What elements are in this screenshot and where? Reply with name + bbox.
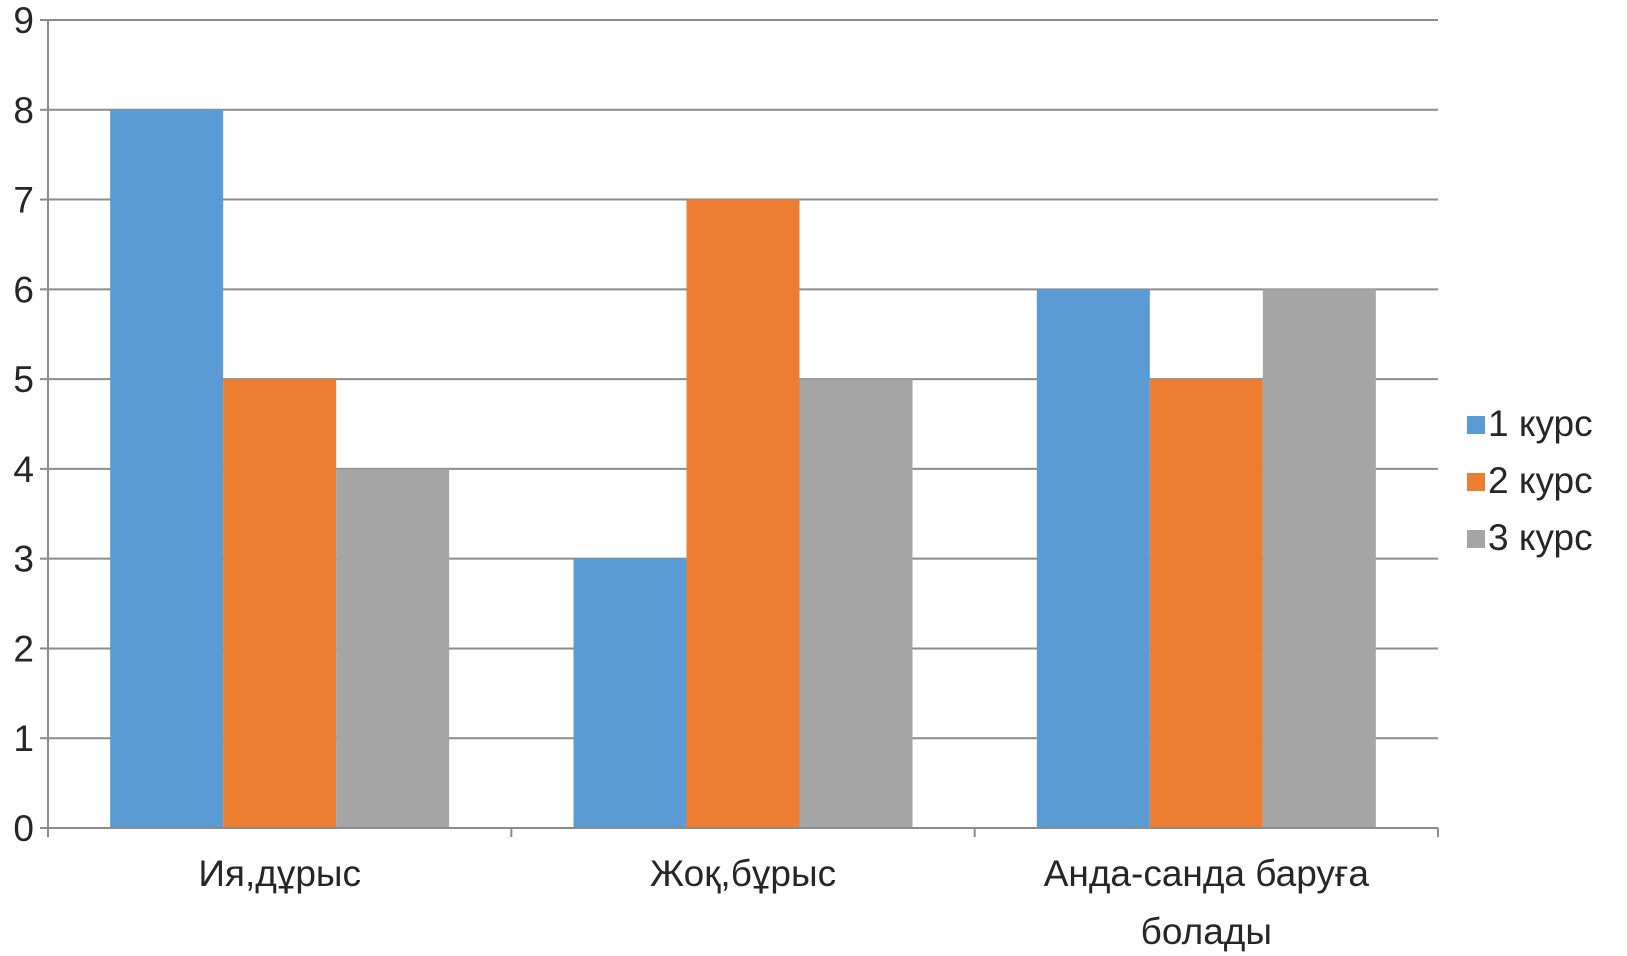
legend-swatch [1467,416,1485,434]
axes [40,19,1439,837]
legend: 1 курс 2 курс 3 курс [1467,403,1593,558]
bar-3-курс-2 [799,379,913,828]
bar-3-курс-3 [1262,289,1376,828]
y-tick-label: 0 [13,808,34,849]
x-category-label: Ия,дұрыс [198,853,361,894]
legend-swatch [1467,530,1485,548]
legend-label: 2 курс [1488,460,1593,501]
legend-swatch [1467,473,1485,491]
y-axis-ticks: 0 1 2 3 4 5 6 7 8 9 [13,0,34,849]
x-category-label: Анда-санда баруға [1044,853,1370,894]
y-tick-label: 8 [13,90,34,131]
bar-3-курс-1 [336,468,450,828]
bar-1-курс-3 [1036,289,1150,828]
x-axis-category-labels: Ия,дұрыс Жоқ,бұрыс Анда-санда баруға болады [198,853,1369,952]
legend-label: 1 курс [1488,403,1593,444]
bar-1-курс-2 [573,558,687,828]
bar-2-курс-2 [686,199,800,829]
bar-2-курс-3 [1149,379,1263,828]
y-tick-label: 2 [13,628,34,669]
y-tick-label: 3 [13,539,34,580]
y-tick-label: 9 [13,0,34,41]
legend-label: 3 курс [1488,517,1593,558]
y-tick-label: 5 [13,359,34,400]
y-tick-label: 6 [13,269,34,310]
y-tick-label: 7 [13,180,34,221]
bars [110,109,1376,829]
bar-2-курс-1 [223,379,337,828]
x-category-label: болады [1141,911,1272,952]
y-tick-label: 1 [13,718,34,759]
bar-1-курс-1 [110,109,224,829]
x-category-label: Жоқ,бұрыс [650,853,836,894]
y-tick-label: 4 [13,449,34,490]
